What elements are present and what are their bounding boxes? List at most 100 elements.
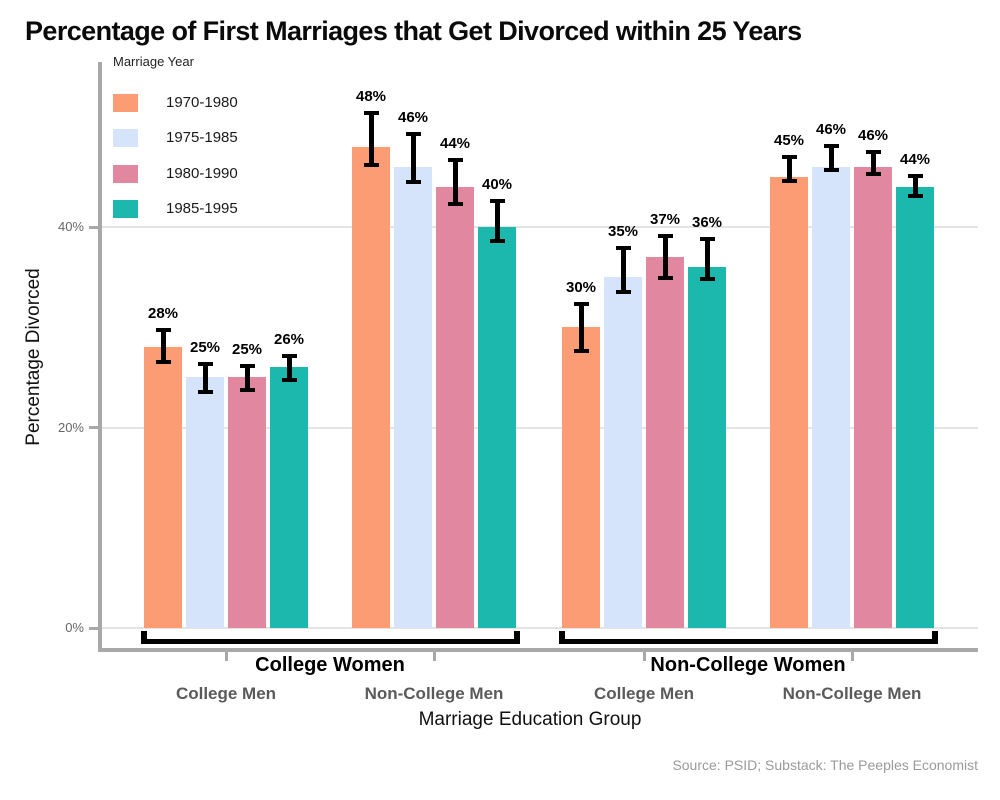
x-sub-label: Non-College Men — [782, 684, 922, 703]
legend-item-label: 1970-1980 — [166, 94, 238, 111]
error-bar-cap-top — [615, 246, 631, 251]
error-bar-cap-top — [281, 354, 297, 359]
x-axis-tick — [224, 650, 228, 661]
error-bar-cap-bottom — [197, 390, 213, 395]
x-group-label: College Women — [255, 654, 405, 676]
bar-value-label: 46% — [857, 126, 889, 144]
error-bar-cap-bottom — [281, 378, 297, 383]
y-axis-tick-label: 20% — [57, 419, 84, 435]
error-bar-cap-bottom — [363, 162, 379, 167]
error-bar — [286, 356, 292, 381]
group-bracket — [141, 631, 520, 644]
error-bar-cap-bottom — [699, 277, 715, 282]
error-bar — [368, 112, 374, 165]
error-bar-cap-bottom — [907, 193, 923, 198]
legend-title: Marriage Year — [113, 54, 194, 69]
legend-swatch-icon — [113, 94, 138, 112]
gridline — [100, 226, 978, 228]
bar-value-label: 26% — [273, 331, 305, 349]
gridline — [100, 627, 978, 629]
bar-value-label: 40% — [481, 175, 513, 193]
bar-1980-1990-group3 — [646, 257, 684, 628]
bar-value-label: 48% — [355, 87, 387, 105]
bar-value-label: 25% — [189, 339, 221, 357]
bar-value-label: 30% — [565, 279, 597, 297]
x-axis-tick — [432, 650, 436, 661]
error-bar-cap-bottom — [155, 360, 171, 365]
error-bar — [452, 159, 458, 204]
error-bar-cap-bottom — [447, 201, 463, 206]
legend-swatch-icon — [113, 200, 138, 219]
bar-value-label: 37% — [649, 211, 681, 229]
x-axis-tick — [642, 650, 646, 661]
error-bar — [828, 145, 834, 170]
bar-value-label: 35% — [607, 223, 639, 241]
error-bar — [494, 200, 500, 242]
error-bar-cap-top — [781, 154, 797, 159]
source-caption: Source: PSID; Substack: The Peeples Econ… — [672, 757, 978, 773]
error-bar — [662, 236, 668, 279]
x-axis-title: Marriage Education Group — [418, 709, 642, 730]
bar-1980-1990-group1 — [228, 377, 266, 628]
error-bar — [870, 151, 876, 174]
bar-1975-1985-group1 — [186, 377, 224, 628]
bar-1985-1995-group1 — [270, 367, 308, 628]
error-bar — [578, 304, 584, 352]
y-axis-tick — [89, 626, 98, 630]
x-axis-spine — [98, 648, 978, 652]
error-bar-cap-bottom — [239, 388, 255, 393]
error-bar-cap-bottom — [405, 179, 421, 184]
error-bar-cap-top — [699, 237, 715, 242]
bar-1970-1980-group4 — [770, 176, 808, 628]
bar-1985-1995-group3 — [688, 267, 726, 628]
error-bar-cap-top — [405, 131, 421, 136]
error-bar — [786, 156, 792, 181]
error-bar — [244, 366, 250, 391]
y-axis-tick-label: 40% — [57, 219, 84, 234]
y-axis-spine — [98, 62, 102, 652]
error-bar — [202, 364, 208, 393]
error-bar-cap-bottom — [823, 167, 839, 172]
x-sub-label: College Men — [175, 684, 277, 703]
error-bar — [160, 330, 166, 363]
bar-1975-1985-group3 — [604, 277, 642, 628]
bar-1980-1990-group4 — [854, 166, 892, 628]
bar-value-label: 46% — [815, 120, 847, 138]
x-sub-label: Non-College Men — [364, 684, 504, 703]
error-bar-cap-top — [363, 110, 379, 115]
bar-1970-1980-group1 — [144, 347, 182, 628]
error-bar — [704, 239, 710, 280]
error-bar-cap-top — [823, 143, 839, 148]
error-bar-cap-bottom — [781, 178, 797, 183]
bar-value-label: 36% — [691, 214, 723, 232]
chart-title: Percentage of First Marriages that Get D… — [25, 16, 802, 46]
bar-value-label: 44% — [439, 134, 471, 152]
bar-1975-1985-group2 — [394, 166, 432, 628]
y-axis-tick-label: 0% — [65, 620, 84, 635]
y-axis-tick — [89, 225, 98, 229]
error-bar-cap-top — [907, 173, 923, 178]
error-bar — [410, 133, 416, 182]
y-axis-tick — [89, 426, 98, 429]
legend: Marriage Year 1970-1980 1975-1985 1980-199… — [113, 54, 238, 219]
error-bar-cap-bottom — [489, 239, 505, 244]
x-axis-tick — [850, 650, 854, 661]
bar-value-label: 44% — [899, 150, 931, 168]
bar-value-label: 46% — [397, 108, 429, 126]
bar-value-label: 28% — [147, 305, 179, 323]
error-bar-cap-top — [197, 362, 213, 367]
error-bar-cap-top — [447, 157, 463, 162]
bar-1985-1995-group2 — [478, 227, 516, 628]
legend-item-label: 1975-1985 — [166, 129, 238, 147]
group-bracket — [559, 631, 938, 644]
legend-item-label: 1985-1995 — [166, 200, 238, 218]
error-bar — [912, 175, 918, 196]
x-group-label: Non-College Women — [650, 654, 846, 676]
legend-item-label: 1980-1990 — [166, 164, 238, 182]
bar-1975-1985-group4 — [812, 166, 850, 628]
legend-swatch-icon — [113, 129, 138, 148]
bar-value-label: 25% — [231, 341, 263, 359]
error-bar — [620, 248, 626, 293]
bar-value-label: 45% — [773, 131, 805, 149]
